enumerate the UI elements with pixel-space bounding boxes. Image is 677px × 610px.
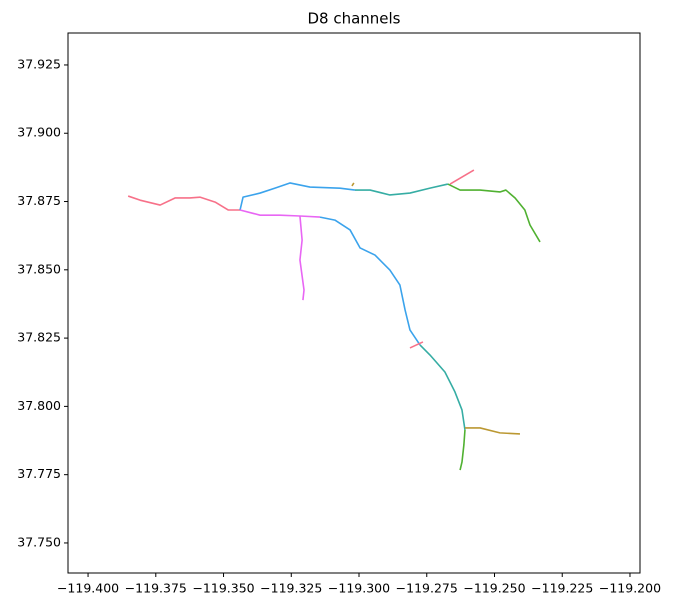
channel-line [354,183,449,196]
channel-line [351,182,355,187]
x-tick-label: −119.350 [192,581,254,596]
y-tick-label: 37.750 [17,534,61,549]
channel-line [447,183,541,243]
x-tick-label: −119.275 [396,581,458,596]
y-tick-label: 37.875 [17,193,61,208]
x-tick-label: −119.250 [463,581,525,596]
y-tick-label: 37.850 [17,261,61,276]
channel-line [409,341,424,349]
y-tick-label: 37.825 [17,330,61,345]
channel-line [127,195,241,211]
y-tick-label: 37.900 [17,125,61,140]
chart-title: D8 channels [307,10,400,28]
x-tick-label: −119.200 [599,581,661,596]
x-tick-label: −119.325 [260,581,322,596]
plot-frame [67,32,641,574]
channel-line [239,182,356,211]
y-tick-label: 37.775 [17,466,61,481]
channel-line [449,169,475,185]
y-tick-label: 37.800 [17,398,61,413]
channel-line [319,216,421,346]
y-tick-label: 37.925 [17,56,61,71]
channel-line [464,427,521,435]
channel-line [459,429,466,471]
x-tick-label: −119.375 [125,581,187,596]
x-tick-label: −119.400 [57,581,119,596]
channel-line [299,215,305,301]
channel-line [239,209,321,218]
x-tick-label: −119.300 [328,581,390,596]
x-tick-label: −119.225 [531,581,593,596]
channel-line [419,344,466,430]
